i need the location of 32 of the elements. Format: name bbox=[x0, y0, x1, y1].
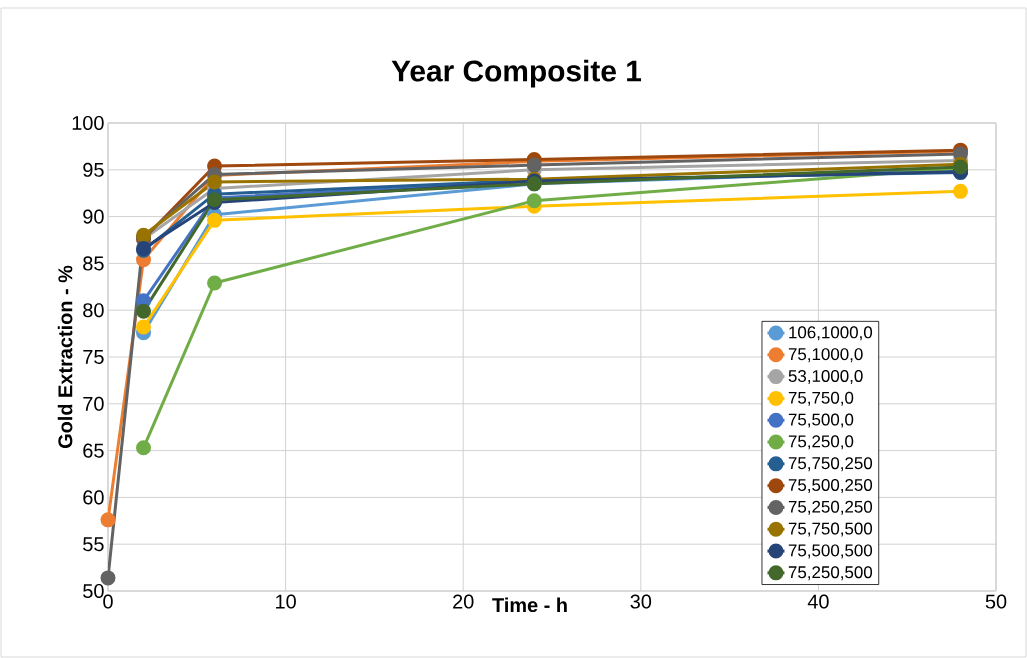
legend-label: 75,750,500 bbox=[788, 522, 873, 537]
x-tick-label: 10 bbox=[276, 594, 296, 609]
x-axis-title: Time - h bbox=[492, 597, 567, 613]
x-tick-label: 40 bbox=[807, 594, 829, 609]
x-tick-label: 0 bbox=[103, 594, 113, 609]
y-tick-label: 90 bbox=[83, 209, 104, 224]
y-tick-label: 70 bbox=[83, 396, 104, 411]
y-tick-label: 75 bbox=[83, 350, 104, 364]
y-tick-label: 55 bbox=[83, 537, 104, 552]
legend-label: 75,500,500 bbox=[788, 544, 873, 559]
legend-label: 75,500,250 bbox=[788, 478, 873, 493]
x-tick-label: 50 bbox=[985, 594, 1007, 609]
legend-label: 75,500,0 bbox=[788, 413, 854, 428]
legend-label: 75,750,250 bbox=[788, 457, 873, 472]
y-tick-label: 85 bbox=[83, 256, 104, 271]
legend-label: 53,1000,0 bbox=[788, 369, 863, 384]
legend-label: 75,750,0 bbox=[788, 391, 854, 406]
legend-label: 106,1000,0 bbox=[789, 326, 873, 341]
y-tick-label: 60 bbox=[83, 490, 104, 505]
legend-label: 75,1000,0 bbox=[788, 348, 863, 363]
y-tick-label: 80 bbox=[83, 303, 104, 318]
y-tick-label: 95 bbox=[83, 162, 104, 177]
y-axis-title: Gold Extraction - % bbox=[57, 265, 73, 449]
y-tick-label: 65 bbox=[83, 443, 104, 458]
x-tick-label: 20 bbox=[453, 594, 474, 609]
x-tick-label: 30 bbox=[630, 594, 652, 609]
legend-label: 75,250,0 bbox=[788, 435, 854, 450]
legend-label: 75,250,250 bbox=[788, 500, 873, 515]
y-tick-label: 50 bbox=[83, 583, 104, 599]
y-tick-label: 100 bbox=[72, 115, 104, 131]
chart-title: Year Composite 1 bbox=[391, 59, 642, 88]
legend-label: 75,250,500 bbox=[788, 566, 873, 581]
